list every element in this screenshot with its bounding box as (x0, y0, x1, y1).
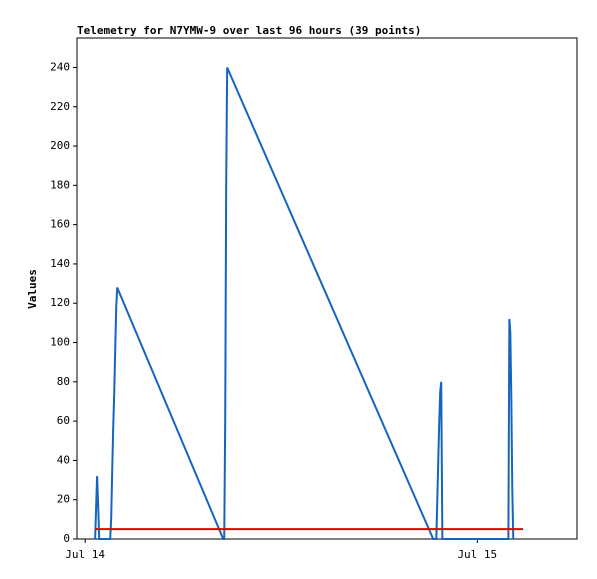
y-tick-label: 200 (50, 139, 70, 152)
y-tick-label: 100 (50, 336, 70, 349)
y-tick-label: 20 (57, 493, 70, 506)
y-axis-label: Values (26, 269, 39, 309)
y-tick-label: 240 (50, 60, 70, 73)
y-tick-label: 140 (50, 257, 70, 270)
y-tick-label: 180 (50, 178, 70, 191)
y-tick-label: 0 (63, 532, 70, 545)
y-tick-label: 60 (57, 414, 70, 427)
y-tick-label: 120 (50, 296, 70, 309)
plot-frame (76, 37, 578, 540)
series-line (94, 67, 515, 540)
y-tick-label: 40 (57, 453, 70, 466)
y-tick-label: 220 (50, 100, 70, 113)
x-tick-label: Jul 14 (65, 548, 105, 561)
y-tick-label: 80 (57, 375, 70, 388)
y-tick-label: 160 (50, 218, 70, 231)
chart-title: Telemetry for N7YMW-9 over last 96 hours… (77, 24, 421, 37)
x-tick-label: Jul 15 (457, 548, 497, 561)
